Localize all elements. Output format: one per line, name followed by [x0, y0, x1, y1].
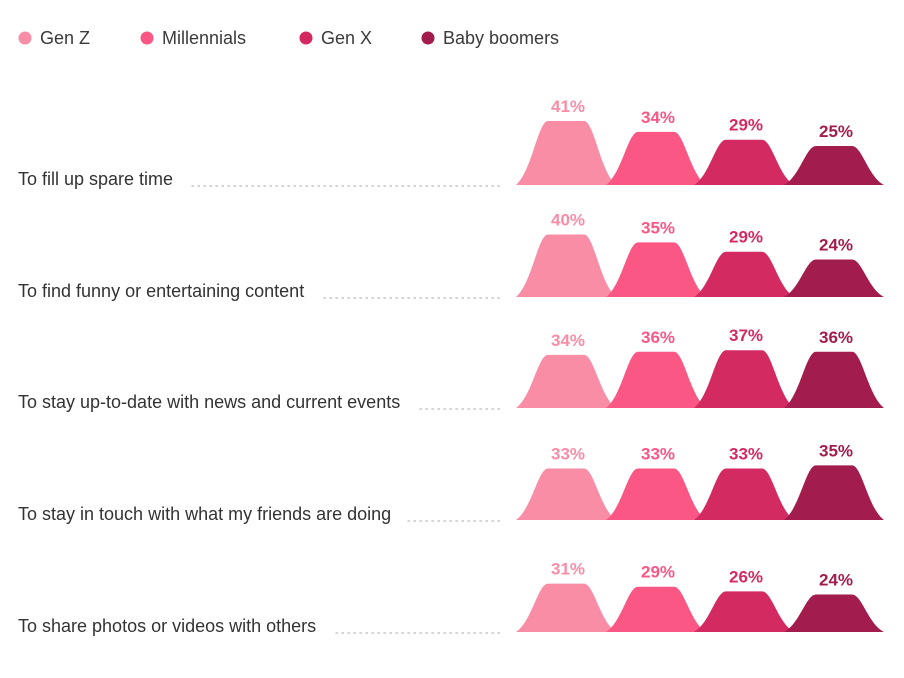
bar-gen-x [694, 139, 794, 185]
data-label: 29% [729, 228, 763, 247]
legend-item: Baby boomers [421, 28, 559, 48]
legend-item: Gen Z [18, 28, 90, 48]
legend-marker [421, 31, 435, 45]
data-label: 33% [641, 444, 675, 463]
bar-millennials [606, 242, 706, 297]
data-label: 37% [729, 326, 763, 345]
legend-item: Millennials [140, 28, 246, 48]
data-label: 35% [819, 441, 853, 460]
bar-gen-z [516, 583, 616, 632]
legend-marker [18, 31, 32, 45]
bar-baby-boomers [784, 259, 884, 297]
legend-marker [299, 31, 313, 45]
chart-row: To find funny or entertaining content 40%… [18, 211, 884, 301]
category-label: To find funny or entertaining content [18, 281, 304, 301]
data-label: 26% [729, 567, 763, 586]
data-label: 29% [729, 116, 763, 135]
bar-gen-z [516, 234, 616, 297]
chart-row: To fill up spare time 41% 34% 29% 25% [18, 97, 884, 189]
data-label: 24% [819, 236, 853, 255]
legend-label: Gen X [321, 28, 372, 48]
bar-millennials [606, 468, 706, 520]
data-label: 36% [641, 328, 675, 347]
data-label: 25% [819, 122, 853, 141]
legend-label: Millennials [162, 28, 246, 48]
data-label: 34% [641, 108, 675, 127]
bar-gen-x [694, 468, 794, 520]
chart-row: To stay up-to-date with news and current… [18, 326, 884, 412]
legend-label: Baby boomers [443, 28, 559, 48]
legend-item: Gen X [299, 28, 372, 48]
bar-baby-boomers [784, 145, 884, 185]
legend-label: Gen Z [40, 28, 90, 48]
bar-gen-x [694, 591, 794, 632]
legend: Gen Z Millennials Gen X Baby boomers [18, 28, 559, 48]
bar-gen-z [516, 121, 616, 185]
category-label: To stay in touch with what my friends ar… [18, 504, 391, 524]
bar-gen-x [694, 350, 794, 408]
data-label: 24% [819, 571, 853, 590]
bar-baby-boomers [784, 351, 884, 408]
chart-row: To share photos or videos with others 31%… [18, 560, 884, 636]
data-label: 34% [551, 331, 585, 350]
bar-baby-boomers [784, 594, 884, 632]
bar-gen-z [516, 468, 616, 520]
data-label: 33% [551, 444, 585, 463]
data-label: 41% [551, 97, 585, 116]
chart-rows: To fill up spare time 41% 34% 29% 25% To find… [18, 97, 884, 636]
data-label: 40% [551, 211, 585, 230]
category-label: To stay up-to-date with news and current… [18, 392, 400, 412]
bar-millennials [606, 351, 706, 408]
data-label: 29% [641, 563, 675, 582]
bar-millennials [606, 131, 706, 185]
bar-millennials [606, 586, 706, 632]
data-label: 36% [819, 328, 853, 347]
chart-row: To stay in touch with what my friends ar… [18, 441, 884, 524]
bar-gen-z [516, 354, 616, 408]
category-label: To share photos or videos with others [18, 616, 316, 636]
bar-gen-x [694, 251, 794, 297]
data-label: 31% [551, 560, 585, 579]
data-label: 33% [729, 444, 763, 463]
legend-marker [140, 31, 154, 45]
bar-baby-boomers [784, 465, 884, 520]
category-label: To fill up spare time [18, 169, 173, 189]
data-label: 35% [641, 218, 675, 237]
